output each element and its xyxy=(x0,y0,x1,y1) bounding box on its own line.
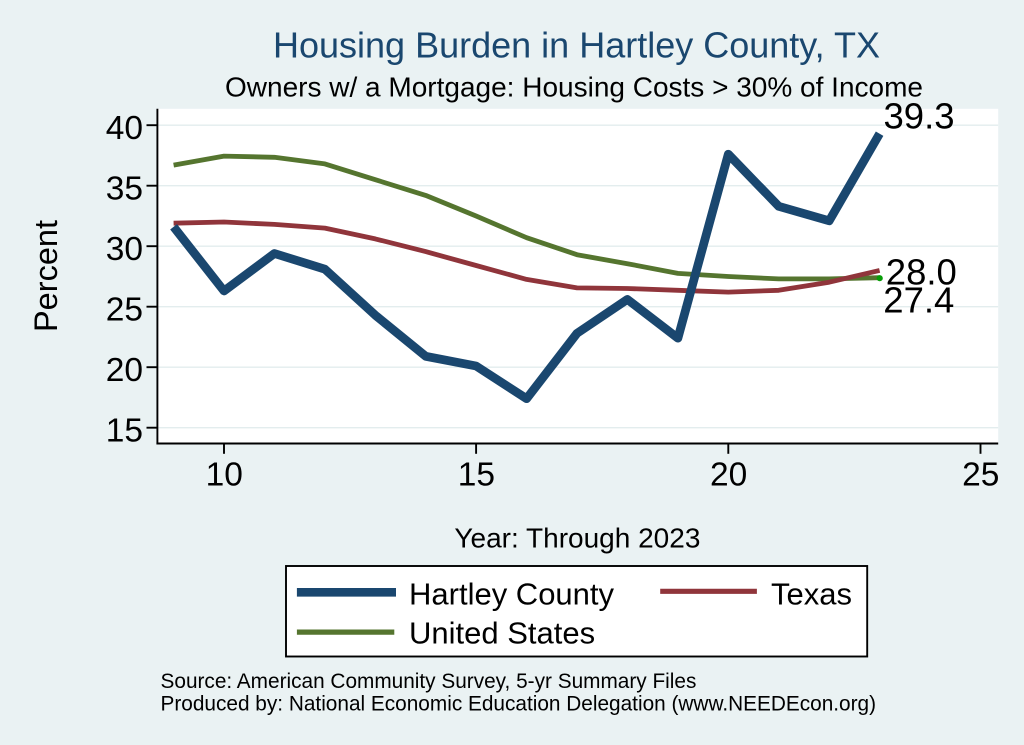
svg-text:Housing Burden in Hartley Coun: Housing Burden in Hartley County, TX xyxy=(273,25,880,66)
svg-text:10: 10 xyxy=(206,456,243,493)
svg-text:28.0: 28.0 xyxy=(886,252,957,293)
svg-text:30: 30 xyxy=(106,231,143,268)
svg-text:Percent: Percent xyxy=(28,220,64,332)
svg-text:Year: Through 2023: Year: Through 2023 xyxy=(454,522,700,553)
svg-text:Owners w/ a Mortgage: Housing: Owners w/ a Mortgage: Housing Costs > 30… xyxy=(225,72,923,103)
svg-text:25: 25 xyxy=(962,456,999,493)
svg-text:Texas: Texas xyxy=(771,576,852,611)
svg-text:Hartley County: Hartley County xyxy=(409,576,615,611)
svg-text:40: 40 xyxy=(106,110,143,147)
svg-text:39.3: 39.3 xyxy=(884,96,955,137)
svg-text:Produced by: National Economic: Produced by: National Economic Education… xyxy=(161,693,877,716)
svg-text:15: 15 xyxy=(106,413,143,450)
svg-text:United States: United States xyxy=(409,615,595,650)
svg-text:15: 15 xyxy=(458,456,495,493)
svg-text:35: 35 xyxy=(106,171,143,208)
svg-text:Source: American Community Sur: Source: American Community Survey, 5-yr … xyxy=(161,670,697,693)
svg-text:27.4: 27.4 xyxy=(883,280,954,321)
svg-text:20: 20 xyxy=(106,352,143,389)
svg-text:25: 25 xyxy=(106,292,143,329)
svg-text:20: 20 xyxy=(710,456,747,493)
